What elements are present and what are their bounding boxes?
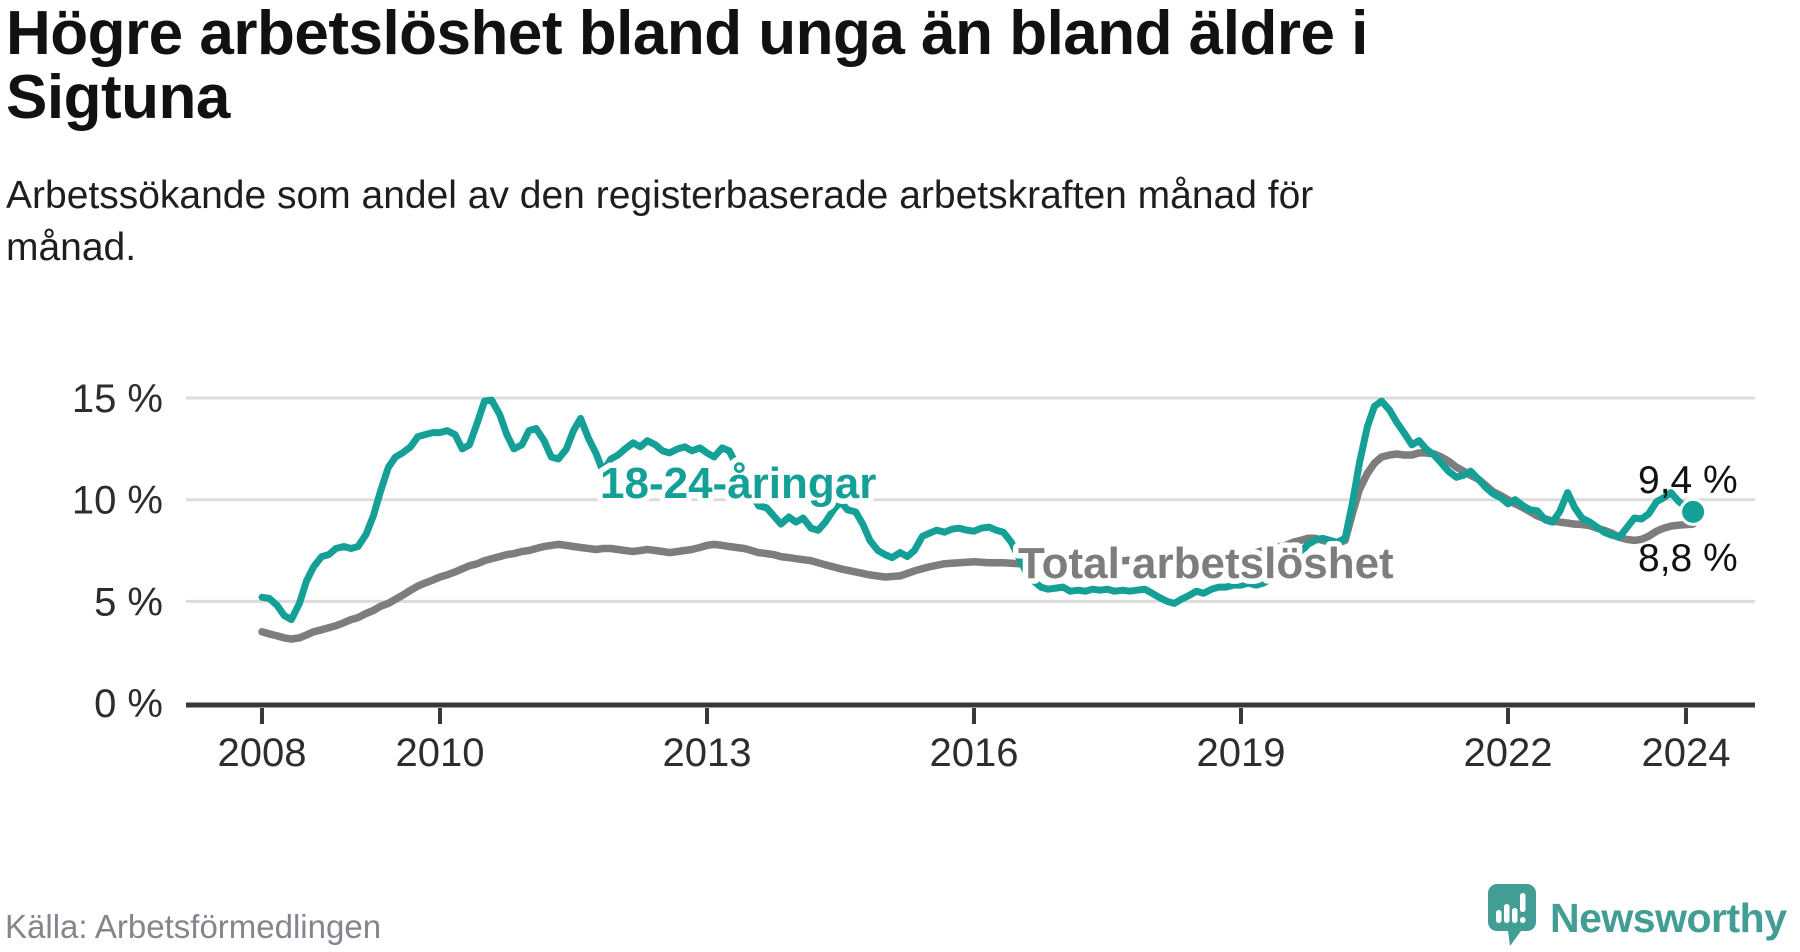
end-value-label-youth: 9,4 % xyxy=(1638,459,1738,502)
chart-subtitle-line2: månad. xyxy=(6,226,137,269)
newsworthy-speech-bubble-bar-chart-icon xyxy=(1488,884,1536,952)
x-axis-label-2016: 2016 xyxy=(930,731,1019,775)
end-value-label-total: 8,8 % xyxy=(1638,537,1738,580)
x-axis-label-2010: 2010 xyxy=(396,731,485,775)
newsworthy-logo: Newsworthy xyxy=(1488,884,1787,952)
x-axis-label-2019: 2019 xyxy=(1197,731,1286,775)
chart-title-line1: Högre arbetslöshet bland unga än bland ä… xyxy=(6,0,1368,68)
x-axis-label-2008: 2008 xyxy=(218,731,307,775)
source-note: Källa: Arbetsförmedlingen xyxy=(5,908,382,945)
y-axis-label-5: 5 % xyxy=(94,580,163,624)
chart-title: Högre arbetslöshet bland unga än bland ä… xyxy=(6,2,1368,130)
newsworthy-brand-name: Newsworthy xyxy=(1550,894,1787,941)
series-line-youth xyxy=(258,396,1697,624)
chart-title-line2: Sigtuna xyxy=(6,63,230,132)
y-axis-label-15: 15 % xyxy=(72,377,163,421)
x-axis-label-2024: 2024 xyxy=(1642,731,1731,775)
x-axis-label-2022: 2022 xyxy=(1464,731,1553,775)
chart-subtitle-line1: Arbetssökande som andel av den registerb… xyxy=(6,174,1314,217)
x-axis-label-2013: 2013 xyxy=(663,731,752,775)
chart-subtitle: Arbetssökande som andel av den registerb… xyxy=(6,170,1313,274)
y-axis-label-0: 0 % xyxy=(94,682,163,726)
y-axis-label-10: 10 % xyxy=(72,479,163,523)
series-label-youth: 18-24-åringar xyxy=(600,459,876,508)
series-label-total: Total arbetslöshet xyxy=(1018,539,1394,588)
series-end-dot-youth xyxy=(1679,497,1708,526)
